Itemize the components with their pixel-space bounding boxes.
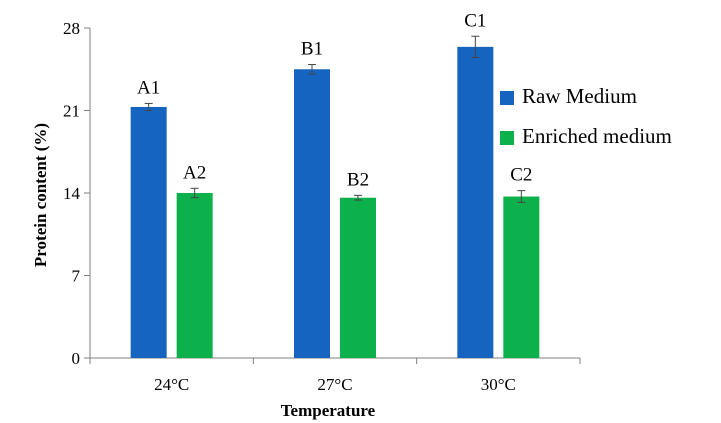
x-tick-label: 30°C — [481, 375, 516, 394]
legend-swatch — [500, 91, 514, 105]
y-tick-label: 21 — [63, 102, 80, 121]
data-label: A1 — [137, 77, 160, 98]
x-axis-title: Temperature — [281, 401, 376, 420]
data-label: C1 — [464, 10, 486, 31]
data-label: A2 — [183, 162, 206, 183]
y-tick-label: 7 — [72, 267, 81, 286]
y-tick-label: 14 — [63, 184, 81, 203]
bar — [294, 69, 330, 358]
y-tick-label: 28 — [63, 19, 80, 38]
bars: A1 B1 C1 A2 B2 C2 — [130, 10, 540, 358]
legend: Raw Medium Enriched medium — [500, 84, 672, 148]
bar — [340, 197, 376, 358]
data-label: C2 — [510, 165, 532, 186]
bar — [503, 196, 540, 358]
legend-label: Raw Medium — [522, 84, 637, 108]
legend-swatch — [500, 131, 514, 145]
legend-label: Enriched medium — [522, 124, 672, 148]
bar — [130, 106, 167, 358]
data-label: B1 — [301, 39, 323, 60]
y-axis-title: Protein content (%) — [31, 123, 50, 267]
y-axis: 0 7 14 21 28 — [63, 19, 91, 368]
x-tick-label: 27°C — [317, 375, 352, 394]
y-tick-label: 0 — [72, 349, 81, 368]
data-label: B2 — [347, 169, 369, 190]
x-axis: 24°C 27°C 30°C — [89, 357, 581, 394]
bar — [176, 193, 213, 358]
bar — [457, 46, 494, 358]
x-tick-label: 24°C — [154, 375, 189, 394]
